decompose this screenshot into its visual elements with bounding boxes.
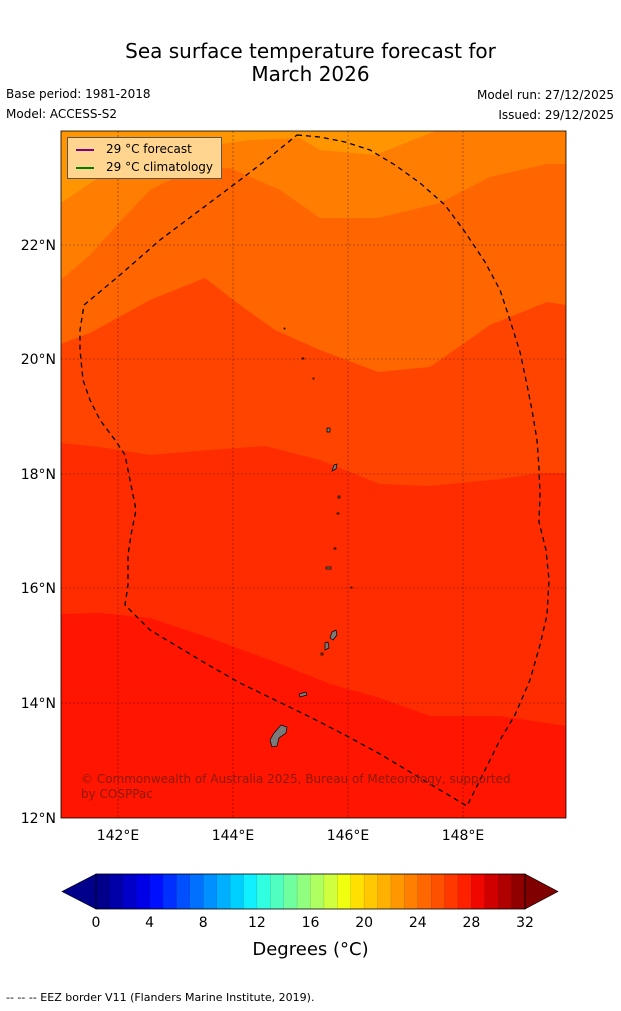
lat-label-16n: 16°N (21, 581, 56, 597)
colorbar-swatch (417, 874, 432, 909)
colorbar-swatch (96, 874, 110, 909)
island-farallon (283, 327, 286, 330)
lat-label-22n: 22°N (21, 238, 56, 254)
colorbar-swatch (243, 874, 258, 909)
chart-title: Sea surface temperature forecast for Mar… (0, 40, 621, 86)
colorbar-swatch (511, 874, 526, 909)
colorbar-swatch (377, 874, 392, 909)
colorbar-swatch (323, 874, 338, 909)
colorbar-swatch (431, 874, 445, 909)
colorbar-over-arrow (524, 873, 559, 910)
colorbar-swatch (444, 874, 459, 909)
colorbar-swatch (176, 874, 191, 909)
colorbar-swatch (471, 874, 486, 909)
legend-climatology-label: 29 °C climatology (106, 160, 214, 174)
lon-label-142e: 142°E (97, 828, 140, 844)
model-name: Model: ACCESS-S2 (6, 107, 118, 121)
island-maug (301, 357, 305, 360)
colorbar-tick-label: 28 (462, 915, 480, 931)
lat-label-20n: 20°N (21, 352, 56, 368)
colorbar-swatch (163, 874, 177, 909)
colorbar-swatch (297, 874, 311, 909)
legend-forecast-line (76, 148, 94, 151)
colorbar-tick-label: 12 (248, 915, 266, 931)
lat-label-18n: 18°N (21, 467, 56, 483)
colorbar-frame (95, 873, 526, 910)
island-agrihan (326, 427, 331, 433)
map-frame (60, 130, 567, 819)
colorbar-tick-label: 16 (302, 915, 320, 931)
colorbar-tick-label: 24 (409, 915, 427, 931)
island-saipan (329, 629, 338, 641)
island-guam (269, 724, 288, 748)
island-asuncion (312, 377, 315, 380)
colorbar-swatch (404, 874, 419, 909)
copyright-notice: © Commonwealth of Australia 2025, Bureau… (81, 772, 511, 801)
colorbar-swatch (337, 874, 352, 909)
colorbar-swatch (122, 874, 137, 909)
colorbar-swatch (498, 874, 512, 909)
colorbar-swatch (109, 874, 124, 909)
colorbar-tick-label: 0 (92, 915, 101, 931)
colorbar-swatch (350, 874, 365, 909)
lon-label-144e: 144°E (212, 828, 255, 844)
island-small (350, 586, 353, 589)
colorbar-swatch (203, 874, 218, 909)
title-line-1: Sea surface temperature forecast for (125, 39, 496, 63)
contour-legend: 29 °C forecast 29 °C climatology (67, 137, 222, 179)
colorbar-swatch (390, 874, 405, 909)
island-pagan (331, 463, 338, 472)
base-period: Base period: 1981-2018 (6, 87, 151, 101)
colorbar-swatch (216, 874, 231, 909)
island-tinian (324, 641, 330, 651)
model-run: Model run: 27/12/2025 (476, 88, 614, 102)
colorbar-swatch (270, 874, 285, 909)
colorbar-swatch (457, 874, 472, 909)
island-sarigan (333, 547, 337, 550)
legend-forecast: 29 °C forecast (76, 141, 192, 157)
island-guguan (336, 512, 340, 515)
title-line-2: March 2026 (251, 62, 370, 86)
graticule (61, 131, 566, 818)
colorbar-swatch (136, 874, 151, 909)
lat-label-14n: 14°N (21, 696, 56, 712)
eez-footnote: -- -- -- EEZ border V11 (Flanders Marine… (6, 991, 315, 1004)
island-alamagan (337, 495, 341, 499)
colorbar-tick-label: 32 (516, 915, 534, 931)
island-rota (298, 691, 308, 698)
colorbar: 0 4 8 12 16 20 24 28 32 (61, 873, 559, 931)
colorbar-swatch (283, 874, 298, 909)
island-aguijan (320, 652, 324, 656)
sst-field (61, 131, 566, 818)
colorbar-label: Degrees (°C) (252, 939, 369, 960)
colorbar-under-arrow (61, 873, 97, 910)
island-anatahan (325, 566, 332, 570)
issued-date: Issued: 29/12/2025 (498, 108, 614, 122)
colorbar-swatch (189, 874, 204, 909)
colorbar-tick-label: 8 (199, 915, 208, 931)
colorbar-tick-label: 4 (145, 915, 154, 931)
legend-climatology-line (76, 166, 94, 169)
lon-label-148e: 148°E (442, 828, 485, 844)
eez-border (79, 134, 550, 807)
colorbar-swatch (149, 874, 164, 909)
colorbar-swatch (230, 874, 244, 909)
colorbar-tick-label: 20 (355, 915, 373, 931)
colorbar-swatch (256, 874, 271, 909)
lon-label-146e: 146°E (327, 828, 370, 844)
lat-label-12n: 12°N (21, 811, 56, 827)
colorbar-swatch (484, 874, 499, 909)
legend-climatology: 29 °C climatology (76, 159, 213, 175)
mariana-islands (269, 327, 353, 748)
colorbar-swatch (364, 874, 378, 909)
legend-forecast-label: 29 °C forecast (106, 142, 192, 156)
colorbar-swatch (310, 874, 325, 909)
